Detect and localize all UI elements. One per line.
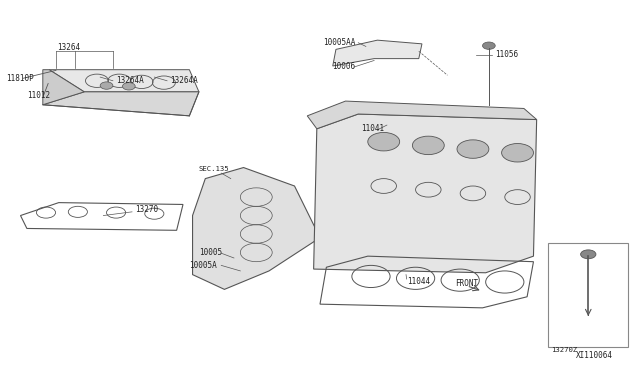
- Polygon shape: [314, 114, 537, 273]
- Text: 13264: 13264: [58, 43, 81, 52]
- Polygon shape: [43, 70, 84, 105]
- Circle shape: [483, 42, 495, 49]
- Circle shape: [502, 144, 534, 162]
- Polygon shape: [43, 92, 199, 116]
- Text: XI110064: XI110064: [576, 350, 613, 359]
- Text: 11810P: 11810P: [6, 74, 34, 83]
- Text: 11056: 11056: [495, 50, 518, 59]
- Text: FRONT: FRONT: [455, 279, 478, 288]
- Text: 10005A: 10005A: [189, 261, 217, 270]
- Text: 10006: 10006: [332, 61, 355, 71]
- Bar: [548, 243, 628, 347]
- Text: 13270Z: 13270Z: [551, 347, 577, 353]
- Polygon shape: [49, 70, 199, 92]
- Circle shape: [457, 140, 489, 158]
- Circle shape: [412, 136, 444, 155]
- Text: 13264A: 13264A: [116, 76, 144, 85]
- Text: 13270: 13270: [135, 205, 158, 215]
- Text: 10005AA: 10005AA: [323, 38, 356, 46]
- Text: SEC.135: SEC.135: [199, 166, 230, 172]
- Circle shape: [100, 82, 113, 89]
- Polygon shape: [333, 40, 422, 66]
- Text: 11012: 11012: [27, 91, 50, 100]
- Circle shape: [580, 250, 596, 259]
- Circle shape: [368, 132, 399, 151]
- Text: 11041: 11041: [362, 124, 385, 133]
- Text: 13264A: 13264A: [170, 76, 198, 85]
- Text: 10005: 10005: [199, 248, 222, 257]
- Polygon shape: [307, 101, 537, 129]
- Text: 11044: 11044: [406, 278, 430, 286]
- Circle shape: [122, 83, 135, 90]
- Polygon shape: [193, 167, 320, 289]
